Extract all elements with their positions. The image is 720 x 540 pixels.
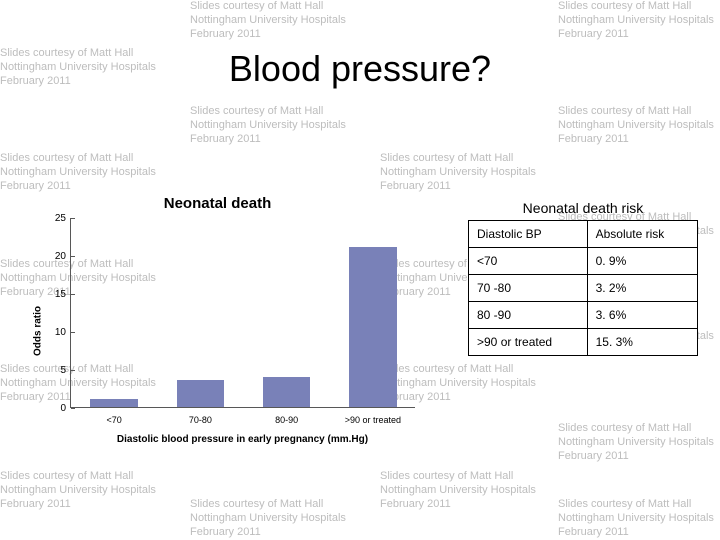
chart-ytick: 20 [16,250,71,262]
chart-ytick: 25 [16,212,71,224]
risk-table-cell: 0. 9% [587,248,697,275]
risk-table-container: Neonatal death risk Diastolic BPAbsolute… [468,200,698,356]
chart-ytick: 5 [16,364,71,376]
chart-ytick: 10 [16,326,71,338]
slide-content: Blood pressure? Neonatal death Odds rati… [0,0,720,540]
chart-plot: Odds ratio 0510152025<7070-8080-90>90 or… [15,218,420,443]
risk-table-title: Neonatal death risk [468,200,698,216]
chart-bar [90,399,137,407]
risk-table-cell: <70 [469,248,588,275]
risk-table-cell: 3. 6% [587,302,697,329]
risk-table-header: Diastolic BP [469,221,588,248]
chart-plot-area: 0510152025<7070-8080-90>90 or treated [70,218,415,408]
chart-xcategory: 70-80 [189,415,212,425]
page-title: Blood pressure? [0,48,720,90]
risk-table-cell: 3. 2% [587,275,697,302]
chart-bar [177,380,224,407]
chart-ytick: 0 [16,402,71,414]
table-row: >90 or treated15. 3% [469,329,698,356]
table-row: 80 -903. 6% [469,302,698,329]
chart-bar [263,377,310,407]
risk-table-header: Absolute risk [587,221,697,248]
risk-table-cell: >90 or treated [469,329,588,356]
chart-bar [349,247,396,407]
risk-table-cell: 15. 3% [587,329,697,356]
chart-xcategory: <70 [106,415,121,425]
chart-container: Neonatal death Odds ratio 0510152025<707… [15,195,420,443]
risk-table: Diastolic BPAbsolute risk<700. 9%70 -803… [468,220,698,356]
chart-xcategory: 80-90 [275,415,298,425]
risk-table-cell: 70 -80 [469,275,588,302]
chart-xcategory: >90 or treated [345,415,401,425]
chart-xlabel: Diastolic blood pressure in early pregna… [70,434,415,445]
chart-ytick: 15 [16,288,71,300]
table-row: <700. 9% [469,248,698,275]
table-row: 70 -803. 2% [469,275,698,302]
chart-title: Neonatal death [15,195,420,212]
risk-table-cell: 80 -90 [469,302,588,329]
